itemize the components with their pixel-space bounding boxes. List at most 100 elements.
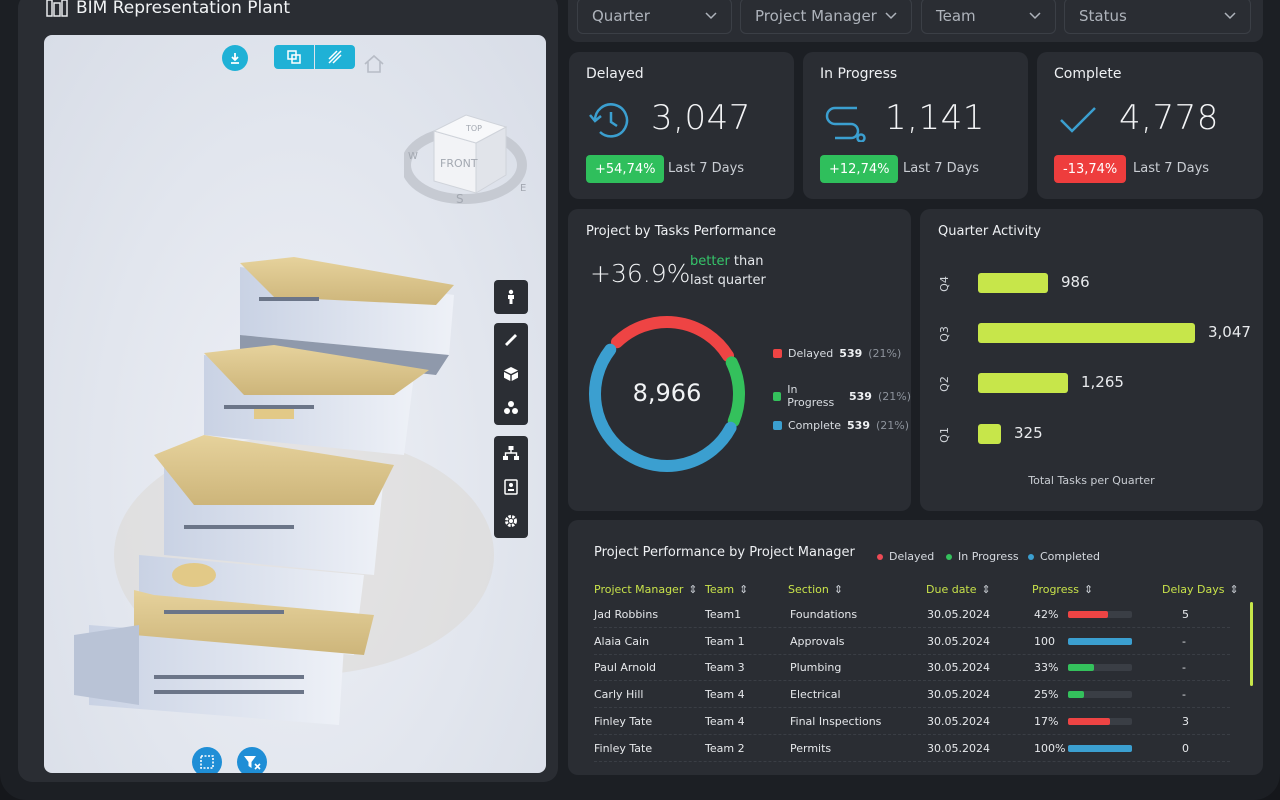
- section-box-button[interactable]: [494, 357, 528, 391]
- explode-button[interactable]: [494, 391, 528, 425]
- legend-delayed: Delayed 539 (21%): [773, 347, 901, 360]
- column-header-label: Progress: [1032, 583, 1079, 596]
- legend-swatch: [773, 349, 782, 358]
- cell-progress-text: 25%: [1034, 688, 1059, 702]
- filter-quarter-label: Quarter: [592, 7, 650, 25]
- quarter-bar-row: Q4 986: [938, 268, 1268, 298]
- cell-manager: Finley Tate: [594, 741, 653, 755]
- measure-toolgroup: [494, 323, 528, 425]
- compass-w: W: [408, 151, 418, 162]
- table-row[interactable]: Alaia Cain Team 1 Approvals 30.05.2024 100 -: [594, 629, 1230, 655]
- download-button[interactable]: [222, 45, 248, 71]
- cell-due-date: 30.05.2024: [927, 741, 990, 755]
- stat-period: Last 7 Days: [668, 161, 745, 176]
- view-copy-button[interactable]: [274, 45, 314, 69]
- legend-label: Delayed: [889, 550, 935, 563]
- column-header-due-date[interactable]: Due date ⇕: [926, 583, 991, 596]
- cell-delay-days: -: [1182, 634, 1186, 648]
- cell-progress-text: 17%: [1034, 714, 1059, 728]
- stat-title: Delayed: [586, 66, 644, 82]
- filter-quarter[interactable]: Quarter: [577, 0, 732, 34]
- filter-status-label: Status: [1079, 7, 1127, 25]
- performance-note: better than last quarter: [690, 252, 766, 290]
- section-plane-button[interactable]: [315, 45, 355, 69]
- view-cube[interactable]: TOP FRONT W E S: [401, 85, 534, 206]
- legend-label: Complete: [788, 419, 842, 432]
- column-header-section[interactable]: Section ⇕: [788, 583, 843, 596]
- home-view-button[interactable]: [362, 53, 386, 75]
- performance-note-last-quarter: last quarter: [690, 273, 766, 288]
- stat-title: In Progress: [820, 66, 898, 82]
- donut-arc-delayed[interactable]: [610, 316, 735, 362]
- cell-due-date: 30.05.2024: [927, 634, 990, 648]
- sort-icon: ⇕: [1229, 583, 1239, 596]
- legend-percent: (21%): [877, 389, 911, 403]
- progress-bar-fill: [1068, 637, 1132, 645]
- column-header-project-manager[interactable]: Project Manager ⇕: [594, 583, 698, 596]
- properties-button[interactable]: [494, 470, 528, 504]
- table-row[interactable]: Carly Hill Team 4 Electrical 30.05.2024 25% -: [594, 682, 1230, 709]
- filter-project-manager[interactable]: Project Manager: [740, 0, 912, 34]
- cell-manager: Paul Arnold: [594, 661, 656, 675]
- hierarchy-icon: [503, 446, 519, 460]
- history-icon: [589, 103, 629, 138]
- compass-e: E: [520, 183, 526, 194]
- donut-arc-complete[interactable]: [589, 343, 737, 472]
- manager-performance-card: Project Performance by Project Manager D…: [568, 520, 1263, 775]
- legend-label: Completed: [1040, 550, 1100, 563]
- performance-donut[interactable]: 8,966: [582, 309, 752, 479]
- bim-panel: BIM Representation Plant: [18, 0, 558, 782]
- table-row[interactable]: Paul Arnold Team 3 Plumbing 30.05.2024 33% -: [594, 655, 1230, 682]
- cell-delay-days: -: [1182, 688, 1186, 702]
- legend-dot: [946, 553, 952, 560]
- chart-x-label: Total Tasks per Quarter: [1028, 474, 1155, 487]
- clear-filter-button[interactable]: [237, 747, 267, 773]
- column-header-label: Project Manager: [594, 583, 684, 596]
- table-scrollbar[interactable]: [1250, 602, 1253, 686]
- donut-arc-in-progress[interactable]: [725, 356, 745, 427]
- settings-button[interactable]: [494, 504, 528, 538]
- stat-card-complete: Complete 4,778 -13,74% Last 7 Days: [1037, 52, 1263, 199]
- bim-3d-viewer[interactable]: TOP FRONT W E S: [44, 35, 546, 773]
- quarter-bar[interactable]: [978, 323, 1195, 343]
- legend-label: In Progress: [787, 383, 835, 409]
- measure-button[interactable]: [494, 323, 528, 357]
- column-header-progress[interactable]: Progress ⇕: [1032, 583, 1093, 596]
- model-browser-button[interactable]: [494, 436, 528, 470]
- legend-swatch: [773, 421, 782, 430]
- stat-period: Last 7 Days: [1133, 161, 1210, 176]
- table-row[interactable]: Finley Tate Team 2 Permits 30.05.2024 100% 0: [594, 736, 1230, 762]
- progress-bar-track: [1068, 717, 1132, 725]
- stat-change-badge: +12,74%: [820, 155, 899, 183]
- quarter-tick-label: Q1: [938, 427, 951, 443]
- table-row[interactable]: Finley Tate Team 4 Final Inspections 30.05.…: [594, 709, 1230, 735]
- quarter-bar[interactable]: [978, 373, 1068, 393]
- progress-bar-track: [1068, 637, 1132, 645]
- cell-manager: Alaia Cain: [594, 634, 650, 648]
- quarter-bar[interactable]: [978, 424, 1001, 444]
- column-header-label: Delay Days: [1162, 583, 1225, 596]
- quarter-activity-card: Quarter Activity Q4 986 Q3 3,047 Q2 1,265 Q1 32…: [920, 209, 1263, 511]
- select-box-button[interactable]: [192, 747, 222, 773]
- performance-percent: +36.9%: [590, 259, 691, 288]
- building-model-icon: [46, 0, 68, 17]
- walk-mode-button[interactable]: [494, 280, 528, 314]
- progress-bar-track: [1068, 691, 1132, 699]
- filter-status[interactable]: Status: [1064, 0, 1251, 34]
- building-model-render[interactable]: [44, 35, 546, 773]
- performance-note-than: than: [729, 254, 764, 269]
- view-cube-widget[interactable]: TOP FRONT W E S: [401, 85, 534, 206]
- quarter-bar[interactable]: [978, 273, 1048, 293]
- ruler-icon: [505, 334, 517, 346]
- quarter-tick-label: Q2: [938, 376, 951, 392]
- progress-bar-track: [1068, 611, 1132, 618]
- sort-icon: ⇕: [739, 583, 749, 596]
- legend-dot: [1028, 553, 1034, 560]
- filter-project-manager-label: Project Manager: [755, 7, 877, 25]
- column-header-delay-days[interactable]: Delay Days ⇕: [1162, 583, 1239, 596]
- table-row[interactable]: Jad Robbins Team1 Foundations 30.05.2024 42%…: [594, 602, 1230, 628]
- cube-top-label: TOP: [465, 124, 482, 133]
- cell-due-date: 30.05.2024: [927, 714, 990, 728]
- filter-team[interactable]: Team: [921, 0, 1056, 34]
- column-header-team[interactable]: Team ⇕: [705, 583, 748, 596]
